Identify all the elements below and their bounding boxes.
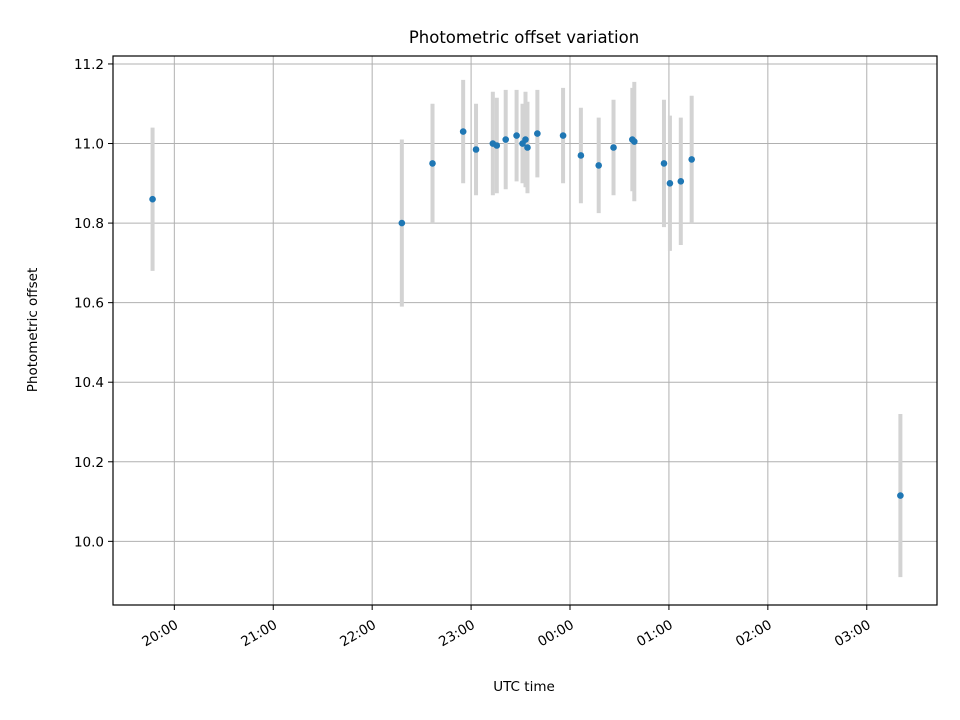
y-tick-label: 10.2 (74, 455, 104, 471)
data-point (534, 130, 541, 137)
data-point (513, 132, 520, 139)
data-point (149, 195, 156, 203)
plot-frame (112, 55, 938, 606)
data-point (493, 142, 501, 149)
y-tick-label: 11.2 (74, 57, 104, 73)
data-point (522, 136, 529, 143)
y-tick-label: 10.4 (74, 375, 104, 391)
data-point (666, 180, 674, 187)
data-point (897, 492, 904, 499)
data-point (595, 162, 602, 169)
y-tick-label: 10.8 (74, 216, 104, 232)
data-point (559, 132, 567, 139)
data-point (577, 152, 585, 159)
y-axis-label: Photometric offset (25, 268, 41, 392)
data-point (502, 136, 510, 143)
data-point (459, 128, 467, 135)
data-point (660, 160, 668, 167)
data-point (524, 144, 531, 151)
data-point (631, 138, 638, 145)
data-point (429, 160, 436, 167)
chart-title: Photometric offset variation (409, 28, 639, 47)
y-tick-label: 11.0 (74, 137, 104, 153)
data-point (677, 178, 685, 185)
data-point (610, 144, 617, 151)
data-point (398, 219, 406, 227)
data-point (688, 156, 695, 163)
y-axis-ticks: 10.0 10.2 10.4 10.6 10.8 11.0 11.2 (74, 57, 113, 550)
x-axis-label: UTC time (493, 679, 555, 695)
data-point (472, 146, 480, 153)
y-tick-label: 10.6 (74, 296, 104, 312)
data-points (149, 128, 904, 499)
y-tick-label: 10.0 (74, 534, 104, 550)
